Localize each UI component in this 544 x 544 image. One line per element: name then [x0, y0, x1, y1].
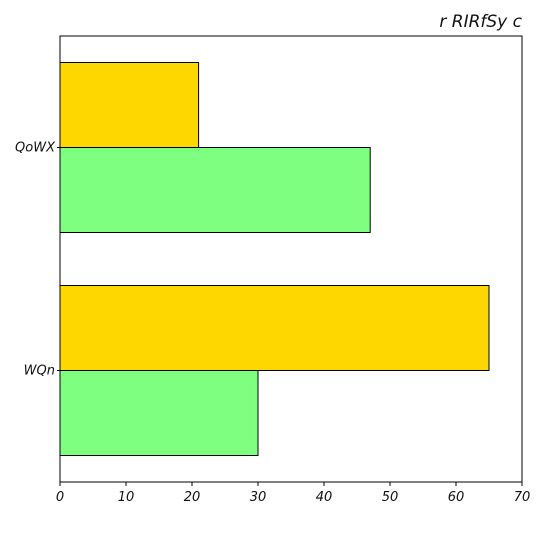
- y-tick-label-wqn: WQn: [24, 364, 55, 379]
- y-tick-label-qowx: QoWX: [15, 141, 56, 156]
- x-tick-label-0: 0: [56, 490, 64, 505]
- axes-layer: QoWX WQn 0 10 20 30 40 50 60 70: [15, 141, 530, 506]
- x-tick-label-30: 30: [250, 490, 267, 505]
- x-tick-label-50: 50: [382, 490, 399, 505]
- chart-title: r RIRfSy c: [439, 12, 522, 32]
- plot-frame: [59, 35, 523, 483]
- x-tick-label-10: 10: [118, 490, 135, 505]
- bar-wqn-series-1: [59, 285, 490, 371]
- bar-qowx-series-1: [59, 62, 200, 148]
- bars-layer: [59, 62, 490, 456]
- x-tick-label-20: 20: [184, 490, 201, 505]
- x-tick-label-70: 70: [514, 490, 531, 505]
- bar-qowx-series-2: [59, 147, 371, 233]
- x-tick-label-60: 60: [448, 490, 465, 505]
- bar-wqn-series-2: [59, 370, 259, 456]
- x-tick-label-40: 40: [316, 490, 333, 505]
